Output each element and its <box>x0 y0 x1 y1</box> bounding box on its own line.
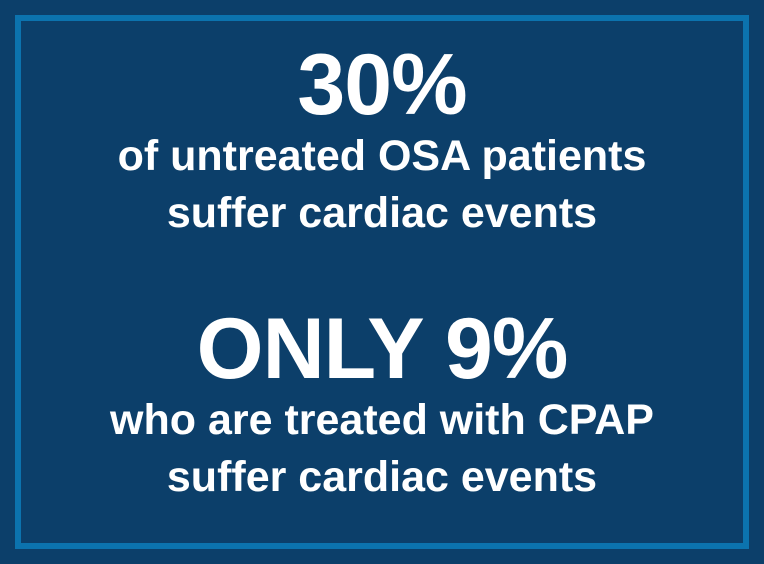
stat-untreated-description: of untreated OSA patients suffer cardiac… <box>118 128 647 242</box>
stat-untreated-desc-line2: suffer cardiac events <box>166 189 598 237</box>
stat-treated-desc-line1: who are treated with CPAP <box>110 396 654 444</box>
stat-untreated-desc-line1: of untreated OSA patients <box>117 132 647 180</box>
stat-treated-description: who are treated with CPAP suffer cardiac… <box>110 392 654 506</box>
stat-treated-block: ONLY 9% who are treated with CPAP suffer… <box>110 306 654 506</box>
stat-untreated-block: 30% of untreated OSA patients suffer car… <box>118 42 647 242</box>
stat-untreated-value: 30% <box>297 37 467 133</box>
stat-treated-value: ONLY 9% <box>196 301 569 397</box>
stat-treated-desc-line2: suffer cardiac events <box>166 453 598 501</box>
